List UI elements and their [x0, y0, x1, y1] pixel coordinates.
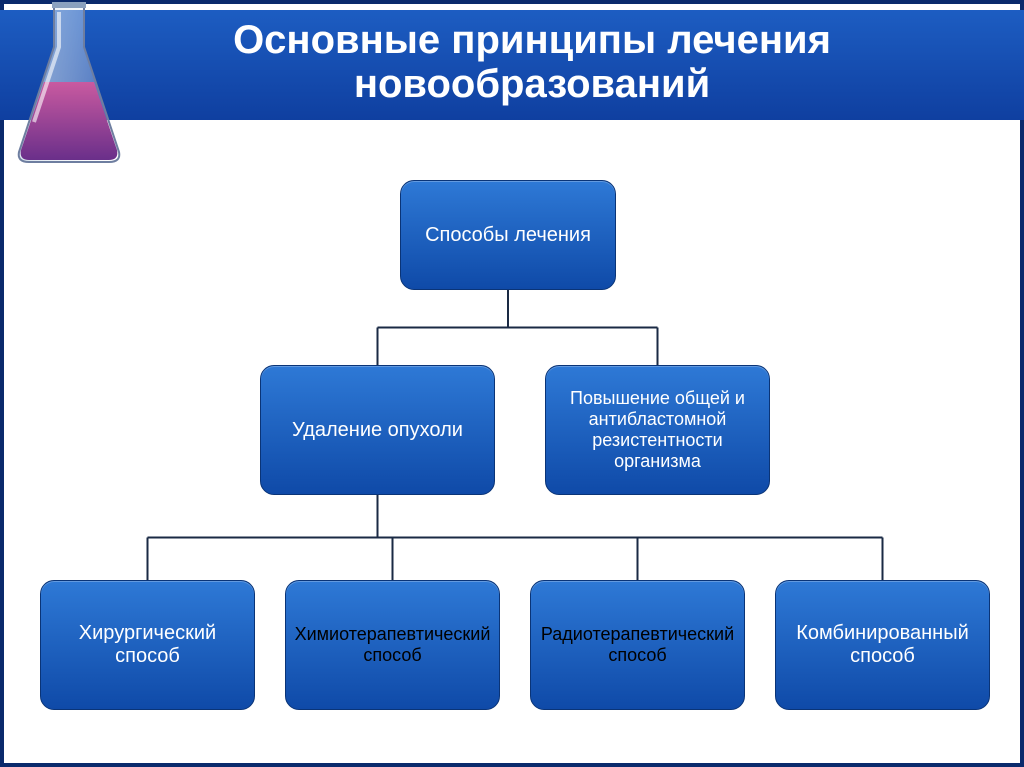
hierarchy-diagram: Способы лечения Удаление опухоли Повышен… — [0, 150, 1024, 757]
node-chemo: Химиотерапевтический способ — [285, 580, 500, 710]
node-surgical: Хирургический способ — [40, 580, 255, 710]
node-remove: Удаление опухоли — [260, 365, 495, 495]
node-label: Комбинированный способ — [786, 622, 979, 668]
flask-illustration — [14, 2, 124, 167]
node-radio: Радиотерапевтический способ — [530, 580, 745, 710]
node-combined: Комбинированный способ — [775, 580, 990, 710]
node-root: Способы лечения — [400, 180, 616, 290]
node-label: Химиотерапевтический способ — [295, 624, 491, 666]
node-resist: Повышение общей и антибластомной резисте… — [545, 365, 770, 495]
node-label: Способы лечения — [425, 224, 591, 247]
node-label: Радиотерапевтический способ — [541, 624, 734, 666]
page-title: Основные принципы лечения новообразовани… — [130, 18, 934, 106]
node-label: Повышение общей и антибластомной резисте… — [556, 388, 759, 472]
node-label: Хирургический способ — [51, 622, 244, 668]
node-label: Удаление опухоли — [292, 419, 463, 442]
title-bar: Основные принципы лечения новообразовани… — [0, 10, 1024, 120]
